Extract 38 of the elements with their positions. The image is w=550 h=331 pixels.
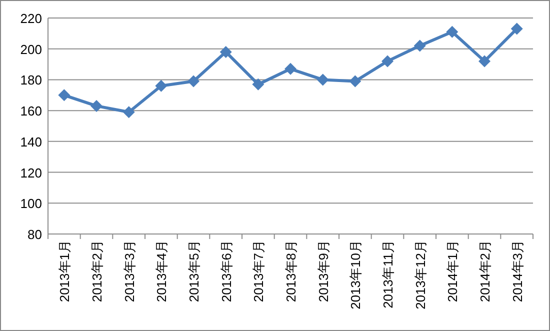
y-tick-label: 100 [20, 196, 42, 212]
point [349, 75, 362, 88]
point [446, 26, 458, 38]
x-tick-label: 2013年12月 [412, 240, 428, 310]
x-tick-label: 2013年5月 [186, 240, 202, 302]
point [316, 74, 329, 86]
point [284, 62, 296, 75]
y-tick-label: 120 [20, 165, 42, 180]
y-tick-label: 220 [20, 11, 42, 26]
x-tick-label: 2013年2月 [90, 240, 104, 302]
x-tick-label: 2013年7月 [251, 240, 266, 302]
point [252, 78, 264, 90]
y-tick-label: 80 [28, 227, 42, 242]
x-tick-label: 2013年8月 [284, 240, 298, 302]
x-tick-label: 2013年3月 [122, 240, 137, 302]
point [510, 22, 523, 35]
point [478, 55, 490, 68]
point [382, 55, 394, 68]
x-tick-label: 2013年4月 [154, 240, 170, 302]
x-tick-label: 2014年2月 [478, 240, 492, 302]
y-tick-label: 200 [20, 42, 42, 57]
point [188, 75, 200, 88]
point [58, 89, 70, 102]
point [414, 40, 426, 52]
point [220, 46, 232, 58]
point [155, 80, 168, 92]
point [122, 106, 135, 118]
x-tick-label: 2013年9月 [316, 240, 331, 302]
x-tick-label: 2014年3月 [510, 240, 525, 302]
x-tick-label: 2013年10月 [348, 240, 364, 310]
x-tick-label: 2014年1月 [445, 240, 460, 302]
y-tick-label: 140 [20, 134, 42, 150]
x-tick-label: 2013年1月 [57, 240, 72, 302]
x-tick-label: 2013年11月 [380, 240, 396, 308]
point [90, 100, 102, 112]
x-tick-label: 2013年6月 [218, 240, 234, 302]
y-tick-label: 180 [20, 72, 42, 88]
y-tick-label: 160 [20, 104, 42, 119]
